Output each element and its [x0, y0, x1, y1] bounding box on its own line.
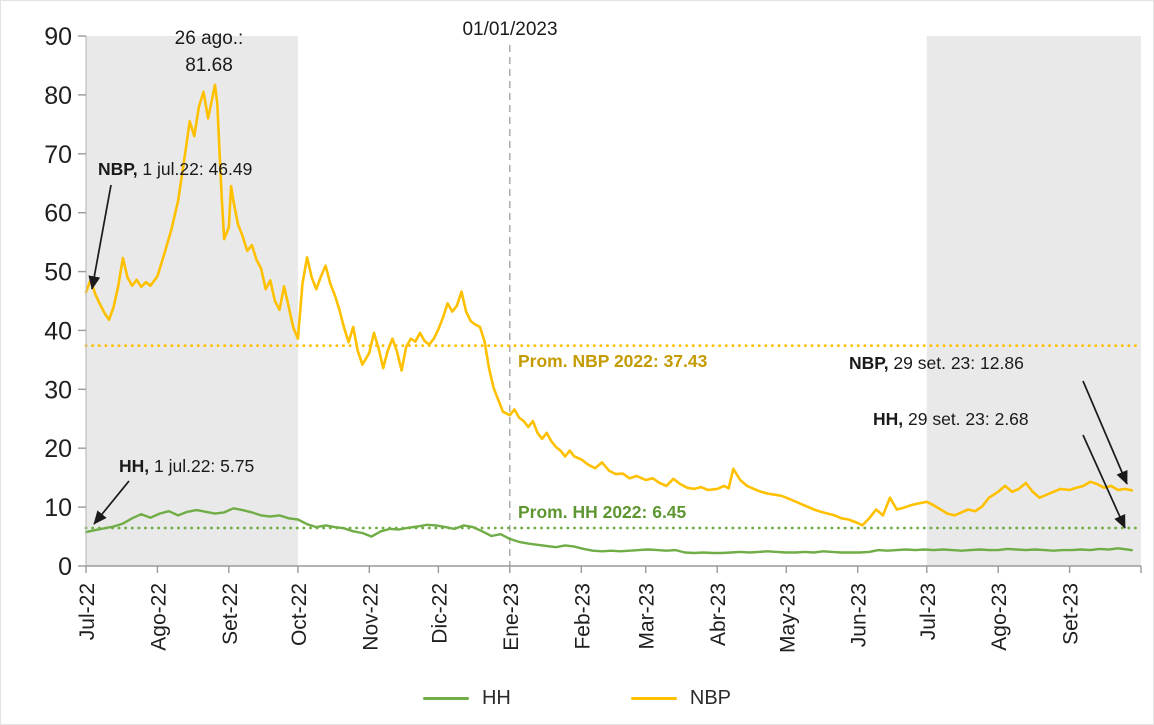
svg-text:Jul-23: Jul-23 — [917, 583, 940, 640]
annotation-nbp-start-series: NBP, — [98, 159, 138, 179]
annotation-avg-nbp: Prom. NBP 2022: 37.43 — [518, 351, 708, 371]
svg-text:30: 30 — [44, 376, 72, 404]
svg-text:70: 70 — [44, 141, 72, 169]
svg-text:Dic-22: Dic-22 — [428, 583, 451, 644]
legend-label-hh: HH — [481, 687, 511, 709]
svg-text:May-23: May-23 — [776, 583, 799, 653]
annotation-hh-end-series: HH, — [873, 409, 904, 429]
annotation-hh-start-value: 1 jul.22: 5.75 — [149, 456, 255, 476]
annotation-peak: 26 ago.: 81.68 — [149, 25, 269, 79]
nbp-line-swatch — [630, 696, 677, 701]
annotation-hh-start: HH, 1 jul.22: 5.75 — [119, 456, 254, 477]
svg-text:Jul-22: Jul-22 — [76, 583, 99, 640]
annotation-nbp-start-value: 1 jul.22: 46.49 — [137, 159, 253, 179]
legend-label-nbp: NBP — [689, 687, 731, 709]
annotation-peak-value: 81.68 — [185, 55, 233, 76]
legend-item-nbp: NBP — [630, 687, 731, 710]
svg-text:Jun-23: Jun-23 — [848, 583, 871, 647]
legend-item-hh: HH — [422, 687, 511, 710]
svg-text:Feb-23: Feb-23 — [571, 583, 594, 650]
svg-text:Ago-23: Ago-23 — [988, 583, 1011, 651]
annotation-hh-end: HH, 29 set. 23: 2.68 — [873, 409, 1029, 430]
svg-text:Oct-22: Oct-22 — [288, 583, 311, 646]
svg-text:Abr-23: Abr-23 — [707, 583, 730, 646]
annotation-nbp-end: NBP, 29 set. 23: 12.86 — [849, 353, 1024, 374]
annotation-vline-date: 01/01/2023 — [462, 19, 558, 40]
annotation-hh-end-value: 29 set. 23: 2.68 — [903, 409, 1029, 429]
svg-text:60: 60 — [44, 200, 72, 228]
svg-text:Ago-22: Ago-22 — [147, 583, 170, 651]
annotation-nbp-end-value: 29 set. 23: 12.86 — [888, 353, 1024, 373]
legend: HH NBP — [1, 687, 1153, 710]
annotation-avg-hh: Prom. HH 2022: 6.45 — [518, 502, 687, 522]
svg-text:Ene-23: Ene-23 — [500, 583, 523, 651]
svg-text:Set-23: Set-23 — [1060, 583, 1083, 645]
svg-text:80: 80 — [44, 82, 72, 110]
annotation-hh-start-series: HH, — [119, 456, 150, 476]
svg-text:Mar-23: Mar-23 — [636, 583, 659, 650]
hh-line-swatch — [422, 696, 469, 701]
annotation-peak-date: 26 ago.: — [174, 28, 244, 49]
svg-text:Set-22: Set-22 — [219, 583, 242, 645]
svg-text:0: 0 — [58, 553, 72, 581]
annotation-nbp-start: NBP, 1 jul.22: 46.49 — [98, 159, 252, 180]
svg-text:10: 10 — [44, 494, 72, 522]
svg-text:20: 20 — [44, 435, 72, 463]
annotation-nbp-end-series: NBP, — [849, 353, 889, 373]
svg-text:90: 90 — [44, 23, 72, 51]
svg-text:Nov-22: Nov-22 — [359, 583, 382, 651]
svg-text:50: 50 — [44, 259, 72, 287]
svg-text:40: 40 — [44, 317, 72, 345]
